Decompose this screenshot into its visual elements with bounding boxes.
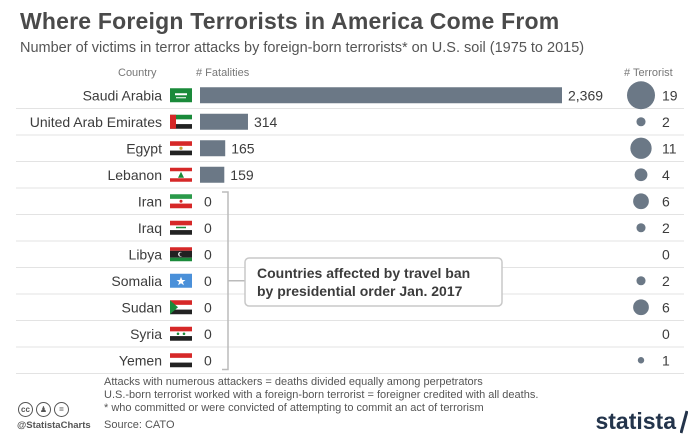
category-label: United Arab Emirates xyxy=(30,114,162,130)
fatalities-value-label: 159 xyxy=(230,167,254,183)
fatalities-value-label: 314 xyxy=(254,114,278,130)
terrorist-bubble xyxy=(633,299,649,316)
fatalities-value-label: 2,369 xyxy=(568,87,603,103)
saudi-arabia-flag-icon xyxy=(170,88,192,103)
chart-row: Syria 0 0 xyxy=(16,326,684,348)
brand-logo[interactable]: statista xyxy=(595,408,676,434)
column-header-country: Country xyxy=(118,67,157,79)
license-icons: cc ♟ = xyxy=(18,402,69,417)
category-label: Somalia xyxy=(111,273,162,289)
category-label: Sudan xyxy=(122,299,162,315)
fatalities-value-label: 0 xyxy=(204,220,212,236)
nd-icon: = xyxy=(54,402,69,417)
fatalities-value-label: 165 xyxy=(231,140,255,156)
chart-subtitle: Number of victims in terror attacks by f… xyxy=(20,40,585,56)
fatalities-value-label: 0 xyxy=(204,299,212,315)
column-header-terrorist: # Terrorist xyxy=(624,67,673,79)
terrorist-value-label: 2 xyxy=(662,220,670,236)
chart-row: Lebanon 159 4 xyxy=(16,166,684,189)
annotation-line-1: Countries affected by travel ban xyxy=(257,265,470,281)
yemen-flag-icon xyxy=(170,353,192,368)
category-label: Lebanon xyxy=(107,167,162,183)
chart-row: Iraq 0 2 xyxy=(16,220,684,242)
terrorist-value-label: 19 xyxy=(662,87,678,103)
egypt-flag-icon xyxy=(170,141,192,156)
terrorist-value-label: 0 xyxy=(662,246,670,262)
iraq-flag-icon xyxy=(170,220,192,235)
terrorist-bubble xyxy=(636,276,646,286)
category-label: Iran xyxy=(138,193,162,209)
sudan-flag-icon xyxy=(170,300,192,315)
footnote-2: U.S.-born terrorist worked with a foreig… xyxy=(104,389,539,401)
category-label: Saudi Arabia xyxy=(83,87,163,103)
category-label: Libya xyxy=(129,246,163,262)
fatalities-bar xyxy=(200,87,562,104)
fatalities-bar xyxy=(200,140,226,157)
terrorist-bubble xyxy=(637,357,645,364)
brand-mark-icon xyxy=(680,410,688,434)
chart-title: Where Foreign Terrorists in America Come… xyxy=(20,8,560,34)
somalia-flag-icon xyxy=(170,273,192,288)
terrorist-value-label: 2 xyxy=(662,114,670,130)
terrorist-value-label: 2 xyxy=(662,273,670,289)
by-icon: ♟ xyxy=(36,402,51,417)
terrorist-value-label: 6 xyxy=(662,193,670,209)
social-handle: @StatistaCharts xyxy=(17,420,91,431)
chart-row: Saudi Arabia 2,369 19 xyxy=(16,81,684,110)
footnotes: Attacks with numerous attackers = deaths… xyxy=(104,376,538,415)
uae-flag-icon xyxy=(170,114,192,129)
chart-row: Sudan 0 6 xyxy=(16,299,684,321)
terrorist-value-label: 11 xyxy=(662,140,677,156)
footnote-1: Attacks with numerous attackers = deaths… xyxy=(104,376,483,388)
category-label: Iraq xyxy=(138,220,162,236)
terrorist-bubble xyxy=(636,117,646,127)
chart-row: United Arab Emirates 314 2 xyxy=(16,113,684,136)
terrorist-bubble xyxy=(630,137,652,159)
libya-flag-icon xyxy=(170,247,192,262)
travel-ban-bracket xyxy=(222,191,229,371)
chart-row: Yemen 0 1 xyxy=(16,352,684,374)
chart-row: Iran 0 6 xyxy=(16,193,684,215)
fatalities-value-label: 0 xyxy=(204,273,212,289)
fatalities-bar xyxy=(200,113,248,130)
column-header-fatalities: # Fatalities xyxy=(196,67,250,79)
fatalities-value-label: 0 xyxy=(204,352,212,368)
annotation-box xyxy=(244,257,503,307)
fatalities-value-label: 0 xyxy=(204,193,212,209)
terrorist-value-label: 0 xyxy=(662,326,670,342)
terrorist-bubble xyxy=(636,223,646,233)
terrorist-bubble xyxy=(633,193,649,210)
category-label: Egypt xyxy=(126,140,162,156)
fatalities-bar xyxy=(200,166,225,183)
iran-flag-icon xyxy=(170,194,192,209)
chart-row: Egypt 165 11 xyxy=(16,137,684,162)
terrorist-bubble xyxy=(627,81,655,110)
category-label: Yemen xyxy=(119,352,162,368)
fatalities-value-label: 0 xyxy=(204,246,212,262)
terrorist-value-label: 4 xyxy=(662,167,670,183)
fatalities-value-label: 0 xyxy=(204,326,212,342)
terrorist-bubble xyxy=(634,168,648,182)
annotation-line-2: by presidential order Jan. 2017 xyxy=(257,283,463,299)
terrorist-value-label: 6 xyxy=(662,299,670,315)
syria-flag-icon xyxy=(170,326,192,341)
category-label: Syria xyxy=(130,326,162,342)
source-note: Source: CATO xyxy=(104,419,175,431)
terrorist-value-label: 1 xyxy=(662,352,670,368)
lebanon-flag-icon xyxy=(170,167,192,182)
cc-icon: cc xyxy=(18,402,33,417)
footnote-3: * who committed or were convicted of att… xyxy=(104,402,484,414)
